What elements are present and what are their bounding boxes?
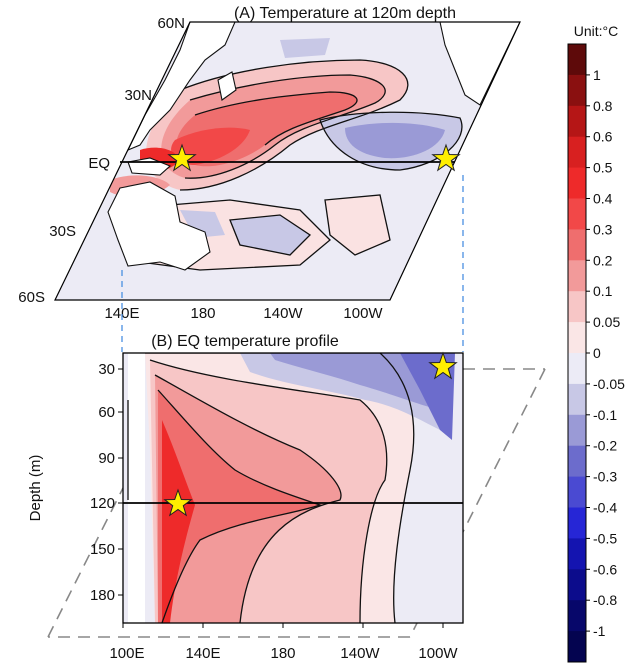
panel-b-fields [127, 353, 455, 623]
colorbar-swatch [568, 44, 586, 76]
lon-label-180: 180 [190, 305, 215, 322]
b-lon-label-100w: 100W [418, 645, 458, 662]
colorbar-label: -0.2 [593, 438, 617, 454]
colorbar-label: 0.3 [593, 221, 613, 237]
south-america-landmass [461, 194, 486, 230]
colorbar-swatch [568, 538, 586, 570]
depth-tick-90: 90 [98, 450, 115, 467]
lon-label-140e: 140E [104, 305, 139, 322]
panel-b-frame [122, 352, 464, 624]
colorbar-label: -0.4 [593, 500, 617, 516]
lat-label-60s: 60S [18, 289, 45, 306]
lat-label-30s: 30S [49, 223, 76, 240]
panel-b-title: (B) EQ temperature profile [151, 333, 339, 350]
panel-a-fields [107, 22, 520, 271]
lon-label-140w: 140W [263, 305, 303, 322]
panel-b-tick-marks [118, 368, 444, 628]
colorbar-swatch [568, 74, 586, 107]
colorbar-swatch [568, 569, 586, 601]
star-marker-east-depth [428, 351, 458, 380]
panel-a-frame [54, 21, 521, 301]
colorbar-label: 1 [593, 67, 601, 83]
colorbar-label: 0.05 [593, 314, 620, 330]
colorbar-label: -0.05 [593, 376, 625, 392]
depth-tick-120: 120 [90, 495, 115, 512]
colorbar-swatch [568, 383, 586, 416]
depth-tick-60: 60 [98, 404, 115, 421]
b-lon-label-180: 180 [270, 645, 295, 662]
colorbar-swatch [568, 167, 586, 199]
colorbar-blocks [568, 44, 586, 663]
panel-a-title: (A) Temperature at 120m depth [234, 5, 456, 22]
panel-b-ylabel: Depth (m) [27, 455, 44, 522]
panel-a-lon-labels: 140E 180 140W 100W [104, 305, 383, 322]
depth-tick-150: 150 [90, 541, 115, 558]
colorbar-swatch [568, 105, 586, 138]
panel-a-map [54, 21, 521, 301]
colorbar-label: 0.8 [593, 98, 613, 114]
colorbar-swatch [568, 136, 586, 169]
japan-landmass [217, 71, 237, 101]
b-lon-label-140w: 140W [340, 645, 380, 662]
colorbar-swatch [568, 322, 586, 354]
colorbar-label: 0.4 [593, 191, 613, 207]
colorbar-swatch [568, 229, 586, 261]
colorbar-swatch [568, 414, 586, 447]
asia-landmass [126, 22, 236, 152]
colorbar-label: -0.1 [593, 407, 617, 423]
panel-b-depth-ticks: 30 60 90 120 150 180 [90, 361, 115, 604]
lat-label-eq: EQ [88, 155, 110, 172]
star-marker-east-surface [431, 143, 461, 172]
colorbar-label: 0.2 [593, 252, 613, 268]
b-lon-label-140e: 140E [185, 645, 220, 662]
panel-guide-lines-blue [121, 175, 464, 352]
colorbar-label: 0.1 [593, 283, 613, 299]
colorbar-unit: Unit:°C [574, 23, 619, 39]
colorbar-swatch [568, 631, 586, 663]
panel-a-lat-labels: 60N 30N EQ 30S 60S [18, 15, 185, 306]
colorbar-label: -0.3 [593, 469, 617, 485]
colorbar-label: -1 [593, 623, 606, 639]
lon-label-100w: 100W [343, 305, 383, 322]
colorbar-swatch [568, 260, 586, 292]
colorbar-label: 0.6 [593, 129, 613, 145]
star-marker-west-surface [167, 143, 197, 172]
colorbar-swatch [568, 353, 586, 385]
colorbar-labels: 1 0.8 0.6 0.5 0.4 0.3 0.2 0.1 0.05 0 -0.05 -0.1 -0.2… [586, 67, 625, 639]
colorbar-swatch [568, 600, 586, 632]
colorbar-label: -0.5 [593, 530, 617, 546]
north-america-landmass [439, 22, 520, 106]
colorbar-swatch [568, 198, 586, 230]
star-marker-west-depth [163, 488, 193, 517]
colorbar-label: 0 [593, 345, 601, 361]
colorbar-label: -0.6 [593, 561, 617, 577]
depth-tick-180: 180 [90, 587, 115, 604]
lat-label-30n: 30N [124, 87, 152, 104]
panel-b-lon-labels: 100E 140E 180 140W 100W [109, 645, 458, 662]
b-lon-label-100e: 100E [109, 645, 144, 662]
colorbar-swatch [568, 476, 586, 508]
marker-stars [163, 143, 461, 517]
colorbar-swatch [568, 445, 586, 478]
depth-tick-30: 30 [98, 361, 115, 378]
colorbar-label: 0.5 [593, 160, 613, 176]
colorbar-swatch [568, 507, 586, 539]
panel-b-section [122, 352, 464, 624]
australia-landmass [107, 181, 211, 271]
lat-label-60n: 60N [157, 15, 185, 32]
colorbar-swatch [568, 291, 586, 323]
colorbar-label: -0.8 [593, 592, 617, 608]
